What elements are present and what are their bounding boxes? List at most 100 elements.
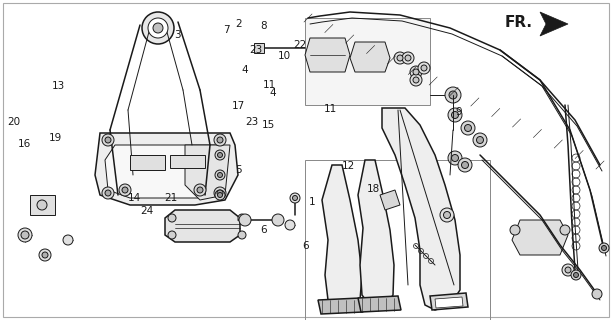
Circle shape: [445, 87, 461, 103]
Text: 9: 9: [456, 107, 462, 117]
Polygon shape: [430, 293, 468, 310]
Circle shape: [239, 214, 251, 226]
Circle shape: [148, 18, 168, 38]
Text: 12: 12: [342, 161, 356, 172]
Circle shape: [256, 44, 264, 52]
Circle shape: [238, 231, 246, 239]
Polygon shape: [305, 38, 350, 72]
Circle shape: [461, 121, 475, 135]
Text: 23: 23: [245, 116, 259, 127]
Circle shape: [285, 220, 295, 230]
Text: 18: 18: [367, 184, 380, 194]
Polygon shape: [358, 160, 394, 308]
Text: 15: 15: [261, 120, 275, 130]
Circle shape: [293, 196, 297, 201]
Text: 24: 24: [140, 206, 154, 216]
Circle shape: [565, 267, 571, 273]
Circle shape: [217, 153, 223, 157]
Circle shape: [394, 52, 406, 64]
Circle shape: [461, 162, 469, 169]
Circle shape: [458, 158, 472, 172]
Circle shape: [418, 62, 430, 74]
Circle shape: [18, 228, 32, 242]
Text: 22: 22: [293, 40, 307, 50]
Polygon shape: [95, 133, 238, 205]
Polygon shape: [382, 108, 460, 310]
Circle shape: [37, 200, 47, 210]
Circle shape: [122, 187, 128, 193]
Polygon shape: [130, 155, 165, 170]
Circle shape: [465, 124, 471, 132]
Circle shape: [217, 190, 223, 196]
Circle shape: [592, 289, 602, 299]
Text: 14: 14: [128, 193, 141, 204]
Polygon shape: [30, 195, 55, 215]
Text: 16: 16: [18, 139, 31, 149]
Text: 3: 3: [174, 29, 181, 40]
Text: 19: 19: [48, 132, 62, 143]
Circle shape: [168, 231, 176, 239]
Circle shape: [410, 74, 422, 86]
Circle shape: [153, 23, 163, 33]
Polygon shape: [512, 220, 568, 255]
Text: 2: 2: [236, 19, 242, 29]
Polygon shape: [380, 190, 400, 210]
Circle shape: [571, 270, 581, 280]
Text: 6: 6: [260, 225, 266, 236]
Circle shape: [477, 137, 483, 143]
Circle shape: [39, 249, 51, 261]
Text: 13: 13: [51, 81, 65, 92]
Circle shape: [602, 245, 606, 251]
Circle shape: [573, 273, 578, 277]
Circle shape: [238, 214, 246, 222]
Text: 8: 8: [260, 20, 266, 31]
Polygon shape: [318, 298, 363, 314]
Text: FR.: FR.: [505, 14, 533, 29]
Polygon shape: [350, 42, 390, 72]
Circle shape: [215, 170, 225, 180]
Polygon shape: [105, 145, 220, 198]
Text: 6: 6: [303, 241, 309, 252]
Circle shape: [217, 172, 223, 178]
Polygon shape: [165, 210, 240, 242]
Polygon shape: [435, 297, 463, 308]
Text: 20: 20: [7, 116, 20, 127]
Circle shape: [599, 243, 609, 253]
Circle shape: [452, 111, 458, 118]
Text: 7: 7: [223, 25, 230, 36]
Circle shape: [102, 134, 114, 146]
Circle shape: [142, 12, 174, 44]
Polygon shape: [185, 145, 230, 200]
Polygon shape: [540, 12, 568, 36]
Text: 11: 11: [263, 80, 276, 90]
Circle shape: [413, 77, 419, 83]
Circle shape: [397, 55, 403, 61]
Circle shape: [440, 208, 454, 222]
Text: 11: 11: [324, 104, 337, 114]
Circle shape: [449, 91, 457, 99]
Text: 1: 1: [309, 196, 315, 207]
Polygon shape: [170, 155, 205, 168]
Circle shape: [214, 187, 226, 199]
Text: 5: 5: [236, 164, 242, 175]
Circle shape: [421, 65, 427, 71]
Circle shape: [448, 151, 462, 165]
Circle shape: [452, 155, 458, 162]
Circle shape: [105, 190, 111, 196]
Circle shape: [444, 212, 450, 219]
Circle shape: [560, 225, 570, 235]
Circle shape: [214, 134, 226, 146]
Circle shape: [405, 55, 411, 61]
Polygon shape: [254, 43, 264, 53]
Text: 4: 4: [269, 88, 275, 98]
Text: 23: 23: [249, 44, 263, 55]
Circle shape: [272, 214, 284, 226]
Circle shape: [413, 69, 419, 75]
Circle shape: [119, 184, 131, 196]
Circle shape: [290, 193, 300, 203]
Circle shape: [217, 193, 223, 197]
Circle shape: [562, 264, 574, 276]
Text: 10: 10: [278, 51, 291, 61]
Polygon shape: [322, 165, 362, 310]
Text: 4: 4: [242, 65, 248, 76]
